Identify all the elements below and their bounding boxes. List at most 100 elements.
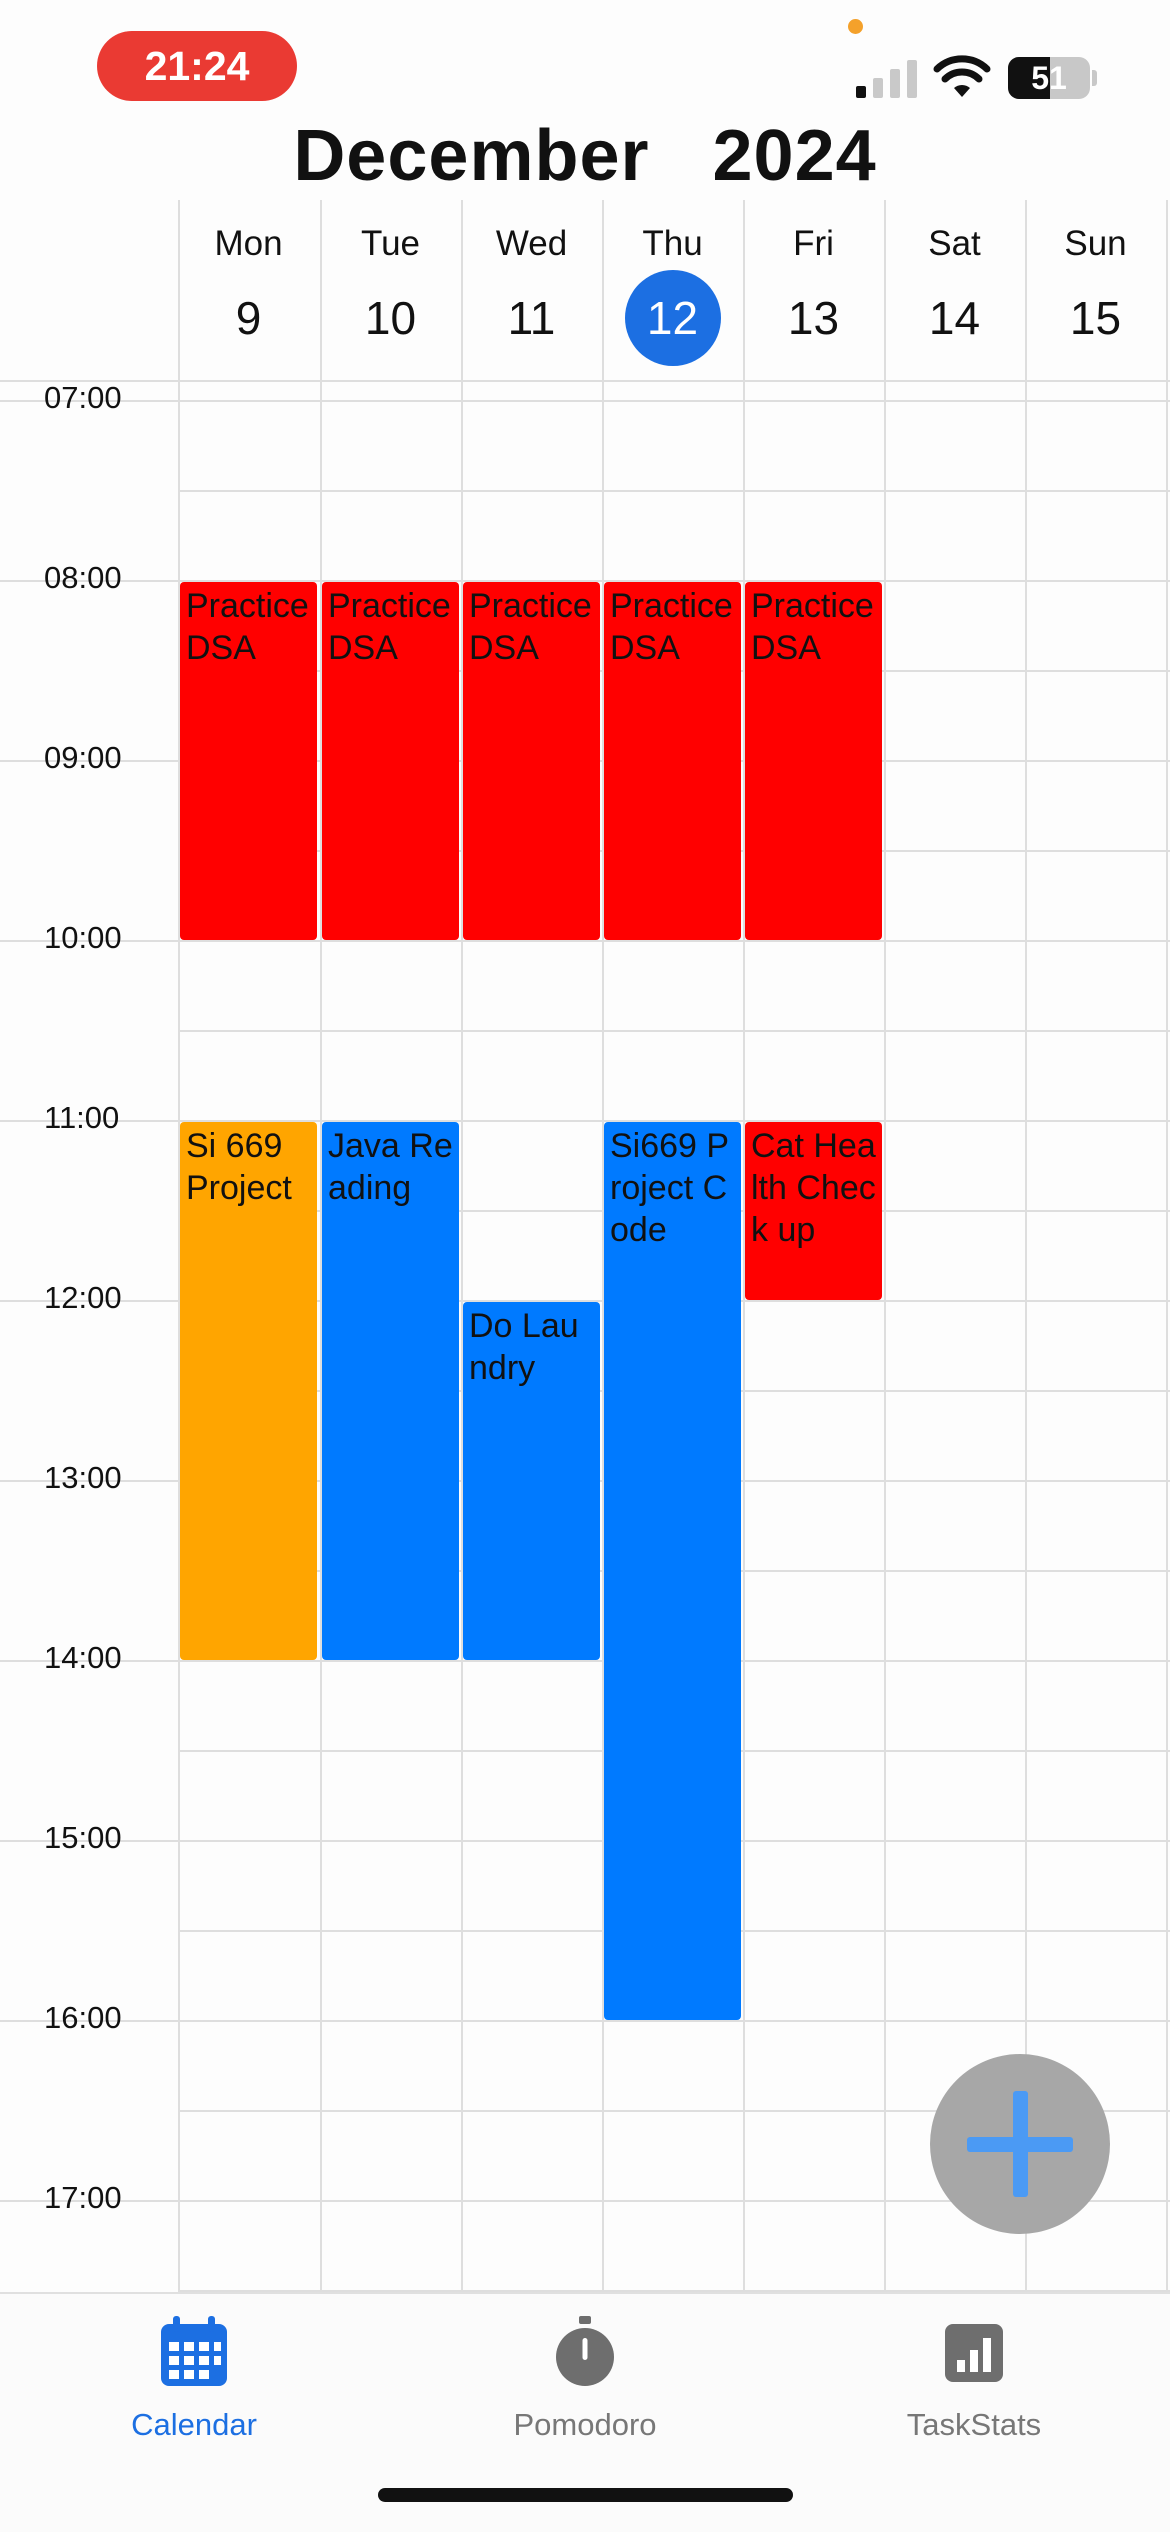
day-header-thu[interactable]: Thu 12 [602, 218, 743, 366]
day-number-text: 9 [235, 292, 262, 344]
column-divider [602, 380, 604, 2292]
column-divider [320, 200, 322, 380]
hour-line [0, 400, 1170, 402]
half-hour-line [178, 490, 1170, 492]
half-hour-line [178, 1030, 1170, 1032]
event-title: Cat Health Check up [751, 1127, 876, 1249]
grid-top-line [0, 380, 1170, 382]
day-name: Sat [928, 224, 981, 263]
day-number-text: 10 [364, 292, 417, 344]
day-name: Mon [214, 224, 283, 263]
event-block[interactable]: Java Reading [322, 1122, 459, 1660]
home-indicator [378, 2488, 793, 2502]
tab-taskstats-label: TaskStats [906, 2407, 1042, 2442]
hour-label: 08:00 [44, 560, 122, 595]
column-divider [320, 380, 322, 2292]
day-header-tue[interactable]: Tue 10 [320, 218, 461, 366]
hour-label: 16:00 [44, 2000, 122, 2035]
hour-label: 10:00 [44, 920, 122, 955]
calendar-icon [161, 2316, 227, 2386]
week-grid[interactable]: 07:00 08:00 09:00 10:00 11:00 12:00 13:00 14:00… [0, 380, 1170, 2292]
day-number: 15 [1025, 270, 1166, 366]
column-divider [884, 380, 886, 2292]
hour-label: 15:00 [44, 1820, 122, 1855]
hour-line [0, 1120, 1170, 1122]
column-divider [602, 200, 604, 380]
event-title: Si 669 Project [186, 1127, 292, 1207]
event-block[interactable]: Practice DSA [322, 582, 459, 940]
event-title: Java Reading [328, 1127, 453, 1207]
event-block[interactable]: Si669 Project Code [604, 1122, 741, 2020]
event-title: Practice DSA [610, 587, 733, 667]
column-divider [1025, 380, 1027, 2292]
event-block[interactable]: Practice DSA [604, 582, 741, 940]
signal-icon [856, 58, 918, 98]
hour-line [0, 1300, 1170, 1302]
day-number-text: 12 [624, 270, 721, 366]
hour-line [0, 2200, 1170, 2202]
half-hour-line [178, 2110, 1170, 2112]
column-divider [1166, 380, 1168, 2292]
day-number-text: 11 [507, 292, 556, 344]
column-divider [1025, 200, 1027, 380]
column-divider [743, 200, 745, 380]
hour-line [0, 1840, 1170, 1842]
tab-pomodoro[interactable]: Pomodoro [455, 2316, 715, 2443]
day-number: 10 [320, 270, 461, 366]
chart-icon [945, 2324, 1003, 2382]
day-number: 11 [461, 270, 602, 366]
event-block[interactable]: Practice DSA [745, 582, 882, 940]
tab-calendar-label: Calendar [131, 2407, 257, 2442]
wifi-icon [933, 55, 991, 97]
tab-calendar[interactable]: Calendar [64, 2316, 324, 2443]
column-divider [461, 200, 463, 380]
event-block[interactable]: Cat Health Check up [745, 1122, 882, 1300]
day-header-wed[interactable]: Wed 11 [461, 218, 602, 366]
column-divider [884, 200, 886, 380]
column-divider [461, 380, 463, 2292]
event-title: Practice DSA [328, 587, 451, 667]
hour-label: 12:00 [44, 1280, 122, 1315]
hour-label: 17:00 [44, 2180, 122, 2215]
day-name: Fri [793, 224, 834, 263]
event-title: Si669 Project Code [610, 1127, 730, 1249]
event-title: Practice DSA [469, 587, 592, 667]
tab-taskstats[interactable]: TaskStats [844, 2316, 1104, 2443]
hour-label: 14:00 [44, 1640, 122, 1675]
day-number: 9 [178, 270, 319, 366]
day-number: 13 [743, 270, 884, 366]
battery-percent: 51 [1031, 59, 1067, 96]
battery-level [1008, 57, 1050, 99]
privacy-indicator-dot [848, 19, 863, 34]
event-block[interactable]: Do Laundry [463, 1302, 600, 1660]
day-number: 14 [884, 270, 1025, 366]
hour-label: 09:00 [44, 740, 122, 775]
day-header-sat[interactable]: Sat 14 [884, 218, 1025, 366]
hour-line [0, 940, 1170, 942]
add-event-button[interactable] [930, 2054, 1110, 2234]
year: 2024 [712, 116, 877, 196]
day-header-fri[interactable]: Fri 13 [743, 218, 884, 366]
month-title: December 2024 [0, 115, 1170, 205]
event-block[interactable]: Practice DSA [180, 582, 317, 940]
hour-label: 07:00 [44, 380, 122, 415]
battery-icon: 51 [1008, 57, 1090, 99]
stopwatch-icon [556, 2316, 614, 2386]
day-name: Thu [642, 224, 703, 263]
half-hour-line [178, 2290, 1170, 2292]
event-block[interactable]: Si 669 Project [180, 1122, 317, 1660]
day-name: Tue [360, 224, 420, 263]
battery-tip [1092, 70, 1097, 86]
day-header-mon[interactable]: Mon 9 [178, 218, 319, 366]
event-block[interactable]: Practice DSA [463, 582, 600, 940]
status-time: 21:24 [97, 31, 297, 101]
column-divider [178, 200, 180, 380]
hour-label: 11:00 [44, 1100, 120, 1135]
column-divider [1166, 200, 1168, 380]
day-name: Sun [1064, 224, 1127, 263]
column-divider [743, 380, 745, 2292]
day-number-text: 15 [1069, 292, 1122, 344]
hour-line [0, 1660, 1170, 1662]
day-header-sun[interactable]: Sun 15 [1025, 218, 1166, 366]
hour-line [0, 2020, 1170, 2022]
